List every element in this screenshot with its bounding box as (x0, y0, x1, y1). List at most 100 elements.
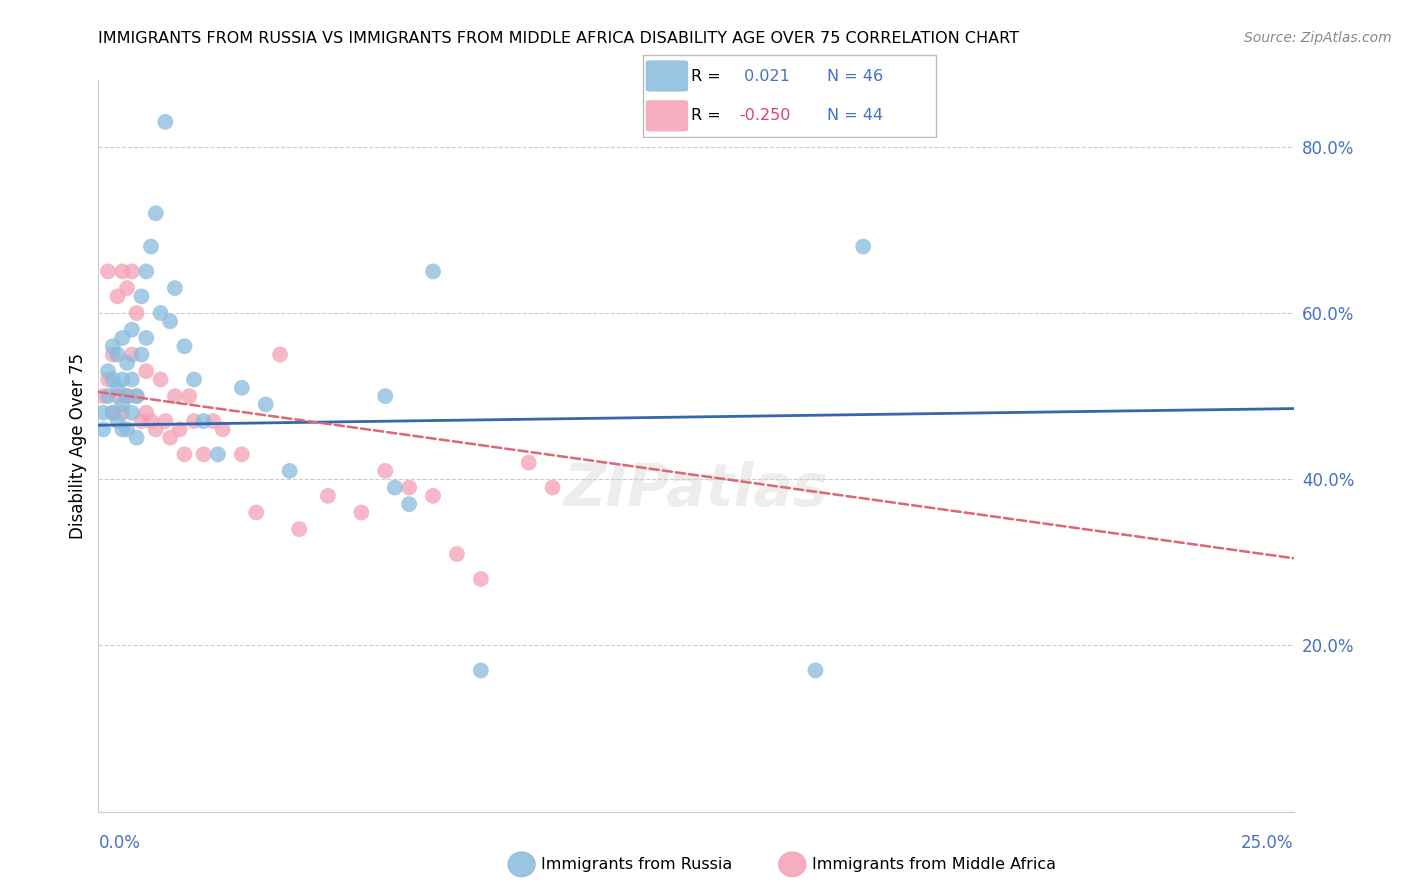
Point (398, 497, 420, 511)
Point (155, 115, 177, 129)
Point (193, 447, 215, 461)
Point (115, 389, 138, 403)
Point (121, 323, 143, 337)
Point (91, 406, 114, 420)
Point (101, 406, 124, 420)
Text: 25.0%: 25.0% (1241, 834, 1294, 852)
Point (91, 422, 114, 436)
Point (254, 397, 277, 411)
Point (278, 464, 301, 478)
Point (163, 389, 186, 403)
Point (179, 389, 201, 403)
Point (121, 372, 143, 386)
Point (159, 314, 181, 328)
Text: -0.250: -0.250 (740, 108, 790, 123)
Point (183, 372, 205, 386)
Point (374, 389, 396, 403)
Point (173, 447, 195, 461)
Point (101, 339, 124, 353)
Text: N = 46: N = 46 (827, 69, 883, 84)
Point (97, 389, 120, 403)
Point (121, 264, 143, 278)
Point (139, 239, 162, 253)
Point (852, 239, 875, 253)
Point (211, 422, 233, 436)
FancyBboxPatch shape (643, 55, 936, 136)
Point (111, 397, 134, 411)
Text: IMMIGRANTS FROM RUSSIA VS IMMIGRANTS FROM MIDDLE AFRICA DISABILITY AGE OVER 75 C: IMMIGRANTS FROM RUSSIA VS IMMIGRANTS FRO… (98, 31, 1019, 46)
Point (135, 331, 157, 345)
Point (145, 422, 167, 436)
Point (121, 406, 143, 420)
Point (398, 481, 420, 495)
Ellipse shape (779, 852, 806, 877)
Point (135, 364, 157, 378)
Point (207, 447, 229, 461)
Point (101, 406, 124, 420)
Point (115, 389, 138, 403)
Point (97, 372, 120, 386)
Point (135, 264, 157, 278)
Point (125, 389, 148, 403)
Text: Source: ZipAtlas.com: Source: ZipAtlas.com (1244, 31, 1392, 45)
Point (288, 522, 311, 536)
Point (107, 389, 129, 403)
Point (374, 464, 396, 478)
Point (183, 414, 205, 428)
Point (97, 364, 120, 378)
Point (131, 347, 153, 362)
FancyBboxPatch shape (645, 100, 688, 131)
Point (115, 422, 138, 436)
Point (269, 347, 291, 362)
Point (107, 381, 129, 395)
Point (111, 372, 134, 386)
Text: ZIPatlas: ZIPatlas (564, 461, 828, 518)
Point (804, 664, 827, 678)
Point (316, 489, 339, 503)
Point (125, 389, 148, 403)
FancyBboxPatch shape (645, 61, 688, 92)
Point (101, 372, 124, 386)
Point (131, 414, 153, 428)
Point (145, 206, 167, 220)
Point (111, 264, 134, 278)
Point (231, 447, 253, 461)
Point (149, 306, 172, 320)
Point (125, 306, 148, 320)
Point (101, 347, 124, 362)
Point (115, 356, 138, 370)
Point (111, 331, 134, 345)
Point (470, 572, 492, 586)
Point (541, 481, 564, 495)
Text: 0.021: 0.021 (740, 69, 790, 84)
Point (139, 414, 162, 428)
Point (350, 506, 373, 520)
Text: N = 44: N = 44 (827, 108, 883, 123)
Point (202, 414, 225, 428)
Point (446, 547, 468, 561)
Point (149, 372, 172, 386)
Point (115, 281, 138, 295)
Point (107, 347, 129, 362)
Point (155, 414, 177, 428)
Point (193, 414, 215, 428)
Point (111, 422, 134, 436)
Point (517, 456, 540, 470)
Point (159, 431, 181, 445)
Point (231, 381, 253, 395)
Point (121, 347, 143, 362)
Text: 0.0%: 0.0% (98, 834, 141, 852)
Point (384, 481, 406, 495)
Point (131, 289, 153, 303)
Point (422, 264, 444, 278)
Ellipse shape (508, 852, 536, 877)
Point (245, 506, 267, 520)
Text: Immigrants from Middle Africa: Immigrants from Middle Africa (811, 857, 1056, 871)
Point (111, 406, 134, 420)
Point (169, 422, 191, 436)
Point (125, 431, 148, 445)
Point (163, 281, 186, 295)
Point (107, 414, 129, 428)
Text: R =: R = (692, 108, 721, 123)
Point (135, 406, 157, 420)
